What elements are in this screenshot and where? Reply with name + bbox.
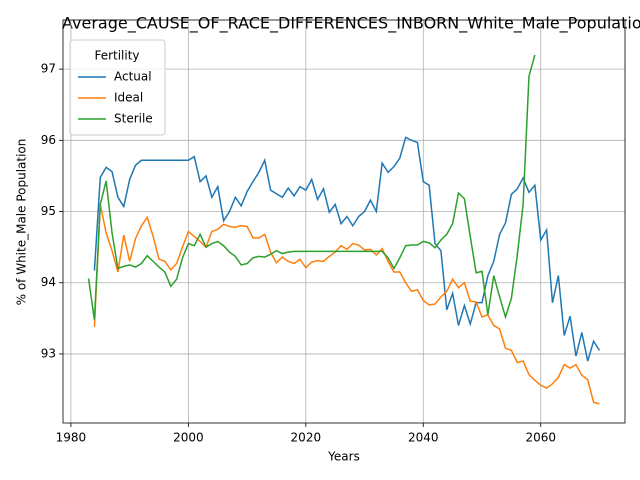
- legend-label: Actual: [114, 70, 152, 84]
- legend-label: Sterile: [114, 112, 153, 126]
- y-tick-label: 96: [41, 133, 56, 147]
- x-tick-label: 2000: [173, 431, 204, 445]
- x-tick-label: 2040: [408, 431, 439, 445]
- legend-label: Ideal: [114, 91, 143, 105]
- y-axis-label: % of White_Male Population: [15, 139, 29, 306]
- series-line: [93, 204, 600, 405]
- x-axis-label: Years: [327, 450, 360, 464]
- plot-frame: [62, 19, 626, 424]
- legend: Fertility Actual Ideal Sterile: [69, 39, 166, 136]
- y-tick-label: 95: [41, 204, 56, 218]
- series-line: [93, 136, 601, 362]
- legend-box: [69, 39, 166, 136]
- x-tick-label: 1980: [56, 431, 87, 445]
- x-tick-label: 2060: [525, 431, 556, 445]
- y-tick-label: 93: [41, 346, 56, 360]
- y-tick-label: 97: [41, 62, 56, 76]
- y-tick-label: 94: [41, 275, 56, 289]
- series-line: [87, 54, 536, 320]
- chart-title: Average_CAUSE_OF_RACE_DIFFERENCES_INBORN…: [62, 14, 640, 34]
- legend-title: Fertility: [94, 49, 139, 63]
- x-tick-label: 2020: [291, 431, 322, 445]
